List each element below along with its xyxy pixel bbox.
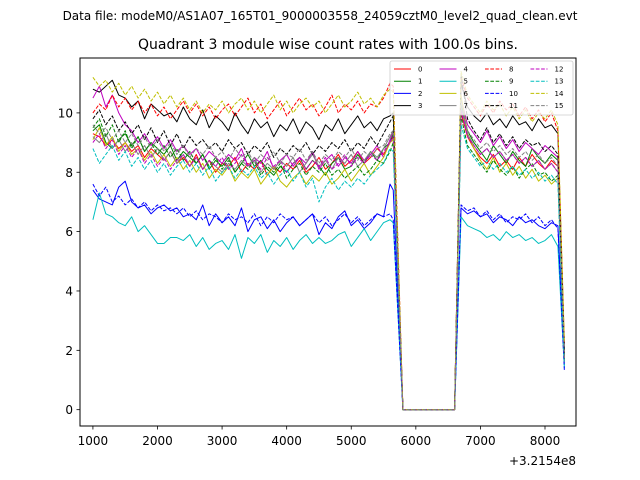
- series-line-10: [92, 183, 565, 411]
- legend-label-11: 11: [509, 102, 518, 110]
- plot-area: [92, 70, 565, 411]
- series-line-14: [92, 70, 565, 411]
- legend-label-15: 15: [555, 102, 564, 110]
- legend-label-10: 10: [509, 90, 518, 98]
- legend-label-7: 7: [464, 102, 468, 110]
- legend-label-14: 14: [555, 90, 564, 98]
- legend-label-1: 1: [418, 78, 422, 86]
- legend-label-0: 0: [418, 66, 422, 74]
- x-tick-label: 7000: [465, 434, 496, 448]
- series-line-4: [92, 85, 565, 411]
- series-line-15: [92, 100, 565, 411]
- y-tick-label: 8: [65, 166, 73, 180]
- series-line-9: [92, 115, 565, 411]
- axis-ticks: 1000 2000 3000 4000 5000 6000 7000 8000 0 2 4 6 8 10: [58, 106, 561, 448]
- legend-label-8: 8: [509, 66, 513, 74]
- y-tick-label: 4: [65, 284, 73, 298]
- x-tick-label: 6000: [401, 434, 432, 448]
- series-line-1: [92, 103, 565, 411]
- series-line-7: [92, 106, 565, 411]
- x-tick-label: 5000: [336, 434, 367, 448]
- series-line-13: [92, 124, 565, 411]
- legend-box: [389, 60, 574, 116]
- series-line-12: [92, 109, 565, 411]
- y-tick-label: 0: [65, 403, 73, 417]
- legend-label-9: 9: [509, 78, 513, 86]
- y-tick-label: 10: [58, 106, 73, 120]
- x-tick-label: 2000: [142, 434, 173, 448]
- x-tick-label: 4000: [271, 434, 302, 448]
- x-tick-label: 3000: [207, 434, 238, 448]
- chart-title: Quadrant 3 module wise count rates with …: [138, 37, 518, 53]
- legend-label-12: 12: [555, 66, 564, 74]
- legend-label-2: 2: [418, 90, 422, 98]
- legend-label-6: 6: [464, 90, 469, 98]
- axes-frame: [79, 57, 577, 427]
- x-tick-label: 8000: [530, 434, 561, 448]
- legend-label-13: 13: [555, 78, 564, 86]
- series-line-5: [92, 192, 565, 411]
- x-tick-label: 1000: [78, 434, 109, 448]
- legend-label-3: 3: [418, 102, 422, 110]
- series-line-6: [92, 94, 565, 411]
- y-tick-label: 6: [65, 225, 73, 239]
- legend-label-5: 5: [464, 78, 468, 86]
- legend-label-4: 4: [464, 66, 469, 74]
- y-tick-label: 2: [65, 344, 73, 358]
- x-offset-label: +3.2154e8: [509, 454, 576, 468]
- suptitle: Data file: modeM0/AS1A07_165T01_90000035…: [63, 9, 578, 23]
- series-line-2: [92, 180, 565, 411]
